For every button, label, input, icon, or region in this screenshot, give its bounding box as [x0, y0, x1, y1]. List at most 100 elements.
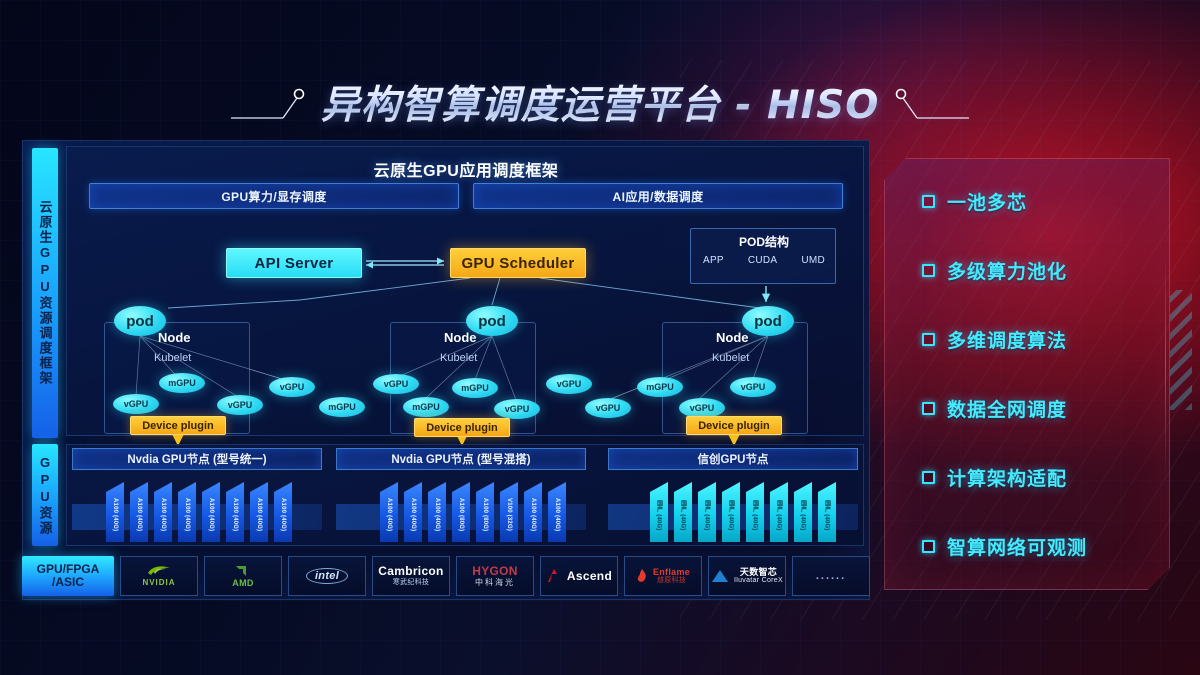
gpu-ellipse[interactable]: vGPU — [679, 398, 725, 418]
capability-button-gpu-scheduling[interactable]: GPU算力/显存调度 — [89, 183, 459, 209]
gpu-card[interactable]: A100 (40G) — [428, 482, 446, 542]
vendor-logo-hygon[interactable]: HYGON 中科海光 — [456, 556, 534, 596]
feature-item-compute-arch-adaptation[interactable]: 计算架构适配 — [922, 464, 1158, 491]
gpu-ellipse[interactable]: vGPU — [730, 377, 776, 397]
gpu-card-label: A100 (40G) — [160, 498, 166, 532]
title-left-decoration-icon — [230, 82, 305, 122]
feature-item-multi-dim-scheduling[interactable]: 多维调度算法 — [922, 326, 1158, 353]
api-server-node[interactable]: API Server — [226, 248, 362, 278]
gpu-card-label: 国产 (40G) — [655, 499, 662, 531]
feature-label: 多维调度算法 — [947, 331, 1068, 352]
gpu-ellipse[interactable]: vGPU — [546, 374, 592, 394]
pod-structure-title: POD结构 — [738, 235, 789, 249]
vendor-category-line2: /ASIC — [51, 575, 84, 589]
gpu-card[interactable]: 国产 (40G) — [674, 482, 692, 542]
vendor-name: Enflame — [652, 566, 691, 577]
gpu-card[interactable]: V100 (32G) — [500, 482, 518, 542]
gpu-card[interactable]: A100 (40G) — [226, 482, 244, 542]
feature-label: 一池多芯 — [947, 193, 1028, 214]
gpu-card[interactable]: A100 (40G) — [154, 482, 172, 542]
gpu-card-label: 国产 (40G) — [679, 499, 686, 531]
gpu-group-header[interactable]: Nvdia GPU节点 (型号统一) — [72, 448, 322, 470]
gpu-card[interactable]: A100 (40G) — [130, 482, 148, 542]
gpu-ellipse[interactable]: vGPU — [269, 377, 315, 397]
vendor-logo-amd[interactable]: AMD — [204, 556, 282, 596]
feature-item-pool-multi-chip[interactable]: 一池多芯 — [922, 188, 1158, 215]
gpu-card[interactable]: A100 (80G) — [476, 482, 494, 542]
vendor-name: HYGON — [472, 563, 518, 578]
gpu-card[interactable]: A100 (40G) — [548, 482, 566, 542]
gpu-ellipse[interactable]: vGPU — [585, 398, 631, 418]
pod-structure-box: POD结构 APP CUDA UMD — [690, 228, 836, 284]
capability-button-ai-data-scheduling[interactable]: AI应用/数据调度 — [473, 183, 843, 209]
gpu-group-header[interactable]: 信创GPU节点 — [608, 448, 858, 470]
gpu-card[interactable]: 国产 (40G) — [698, 482, 716, 542]
vendor-logo-ascend[interactable]: Ascend — [540, 556, 618, 596]
gpu-ellipse[interactable]: mGPU — [637, 377, 683, 397]
gpu-card[interactable]: 国产 (40G) — [722, 482, 740, 542]
vendor-logo-enflame[interactable]: Enflame 燧原科技 — [624, 556, 702, 596]
vendor-logo-cambricon[interactable]: Cambricon 寒武纪科技 — [372, 556, 450, 596]
gpu-card[interactable]: A100 (40G) — [524, 482, 542, 542]
vendor-sub: 寒武纪科技 — [392, 578, 430, 586]
gpu-ellipse[interactable]: mGPU — [403, 397, 449, 417]
nvidia-eye-icon — [148, 566, 170, 576]
device-plugin-button[interactable]: Device plugin — [130, 416, 226, 435]
gpu-ellipse[interactable]: mGPU — [159, 373, 205, 393]
device-plugin-button[interactable]: Device plugin — [686, 416, 782, 435]
gpu-ellipse[interactable]: mGPU — [319, 397, 365, 417]
gpu-card[interactable]: 国产 (40G) — [770, 482, 788, 542]
gpu-card[interactable]: A100 (40G) — [106, 482, 124, 542]
gpu-card[interactable]: 国产 (40G) — [746, 482, 764, 542]
gpu-card-label: 国产 (40G) — [727, 499, 734, 531]
pod-ellipse[interactable]: pod — [114, 306, 166, 336]
gpu-card[interactable]: A100 (40G) — [178, 482, 196, 542]
device-plugin-button[interactable]: Device plugin — [414, 418, 510, 437]
checkbox-square-icon — [922, 402, 935, 415]
pod-part-umd: UMD — [801, 255, 825, 266]
sidebar-tab-cloud-native-framework[interactable]: 云原生GPU资源调度框架 — [32, 148, 58, 438]
gpu-card-label: A100 (40G) — [232, 498, 238, 532]
vendor-more[interactable]: ...... — [792, 556, 870, 596]
feature-item-network-wide-data[interactable]: 数据全网调度 — [922, 395, 1158, 422]
gpu-card[interactable]: A100 (40G) — [274, 482, 292, 542]
vendor-logo-nvidia[interactable]: NVIDIA — [120, 556, 198, 596]
sidebar-tab-label: 云原生GPU资源调度框架 — [37, 200, 53, 386]
gpu-card-label: V100 (32G) — [506, 498, 512, 532]
gpu-ellipse[interactable]: vGPU — [113, 394, 159, 414]
ascend-mark-icon — [547, 569, 557, 582]
vendor-logo-row: GPU/FPGA /ASIC NVIDIA AMD intel Cambrico… — [22, 556, 870, 596]
sidebar-tab-gpu-resources[interactable]: GPU资源 — [32, 444, 58, 546]
checkbox-square-icon — [922, 471, 935, 484]
gpu-card-label: A100 (40G) — [256, 498, 262, 532]
gpu-ellipse[interactable]: vGPU — [373, 374, 419, 394]
vendor-name: 天数智芯 — [739, 566, 778, 577]
pod-ellipse[interactable]: pod — [466, 306, 518, 336]
vendor-name: NVIDIA — [142, 578, 176, 588]
gpu-scheduler-node[interactable]: GPU Scheduler — [450, 248, 586, 278]
gpu-card[interactable]: A100 (80G) — [452, 482, 470, 542]
gpu-ellipse[interactable]: vGPU — [217, 395, 263, 415]
iluvatar-mountain-icon — [712, 569, 729, 582]
gpu-card[interactable]: A100 (40G) — [380, 482, 398, 542]
gpu-ellipse[interactable]: mGPU — [452, 378, 498, 398]
pod-ellipse[interactable]: pod — [742, 306, 794, 336]
gpu-card[interactable]: 国产 (40G) — [650, 482, 668, 542]
vendor-logo-intel[interactable]: intel — [288, 556, 366, 596]
gpu-card-row: A100 (40G) A100 (40G) A100 (40G) A100 (4… — [72, 482, 322, 544]
gpu-card[interactable]: A100 (40G) — [202, 482, 220, 542]
gpu-group-header[interactable]: Nvdia GPU节点 (型号混搭) — [336, 448, 586, 470]
gpu-card[interactable]: 国产 (40G) — [818, 482, 836, 542]
gpu-ellipse[interactable]: vGPU — [494, 399, 540, 419]
vendor-logo-iluvatar[interactable]: 天数智芯 Iluvatar CoreX — [708, 556, 786, 596]
feature-item-network-observability[interactable]: 智算网络可观测 — [922, 533, 1158, 560]
features-panel — [884, 158, 1170, 590]
gpu-node-group: 信创GPU节点 国产 (40G) 国产 (40G) 国产 (40G) 国产 (4… — [608, 448, 858, 544]
feature-item-multi-level-pooling[interactable]: 多级算力池化 — [922, 257, 1158, 284]
feature-label: 多级算力池化 — [947, 262, 1068, 283]
gpu-card[interactable]: A100 (40G) — [250, 482, 268, 542]
gpu-card[interactable]: 国产 (40G) — [794, 482, 812, 542]
node-label: Node — [716, 330, 749, 345]
gpu-card[interactable]: A100 (40G) — [404, 482, 422, 542]
